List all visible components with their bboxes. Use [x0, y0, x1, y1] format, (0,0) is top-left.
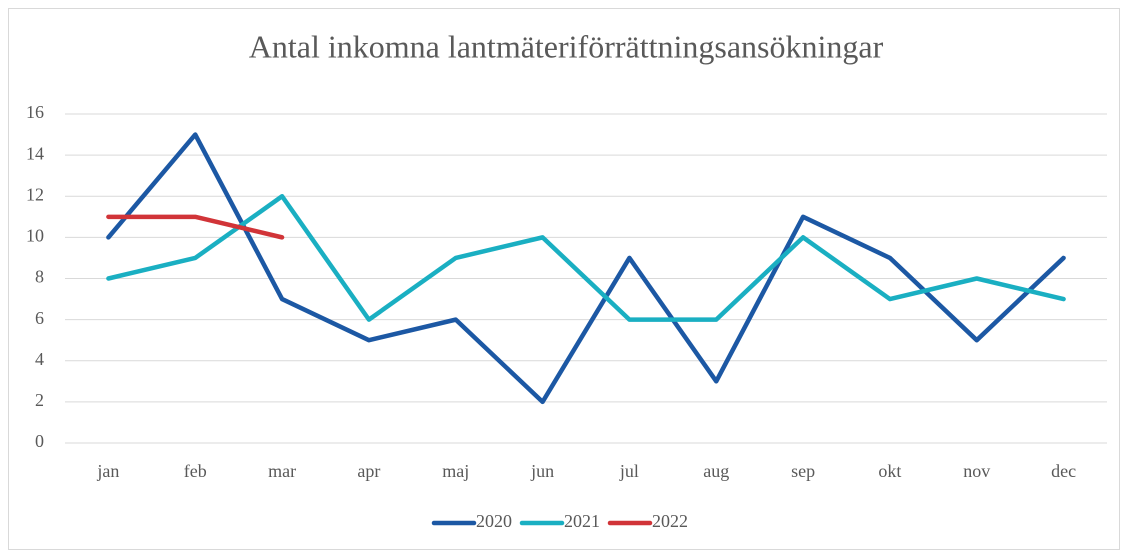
chart-title: Antal inkomna lantmäteriförrättningsansö… — [249, 28, 884, 64]
y-tick-label: 4 — [35, 349, 44, 369]
x-tick-label: jul — [619, 461, 639, 481]
x-tick-label: jan — [96, 461, 119, 481]
y-tick-label: 0 — [35, 431, 44, 451]
x-tick-label: jun — [530, 461, 554, 481]
x-tick-label: nov — [963, 461, 990, 481]
x-tick-label: feb — [184, 461, 207, 481]
series-line — [106, 214, 285, 240]
series-line — [106, 194, 1066, 322]
x-tick-label: okt — [878, 461, 901, 481]
y-tick-label: 6 — [35, 308, 44, 328]
x-tick-label: aug — [703, 461, 729, 481]
x-tick-label: maj — [442, 461, 469, 481]
x-tick-label: apr — [357, 461, 380, 481]
y-tick-label: 2 — [35, 390, 44, 410]
x-tick-label: sep — [791, 461, 815, 481]
legend-label: 2021 — [564, 511, 600, 531]
legend-label: 2022 — [652, 511, 688, 531]
y-tick-label: 14 — [26, 143, 44, 163]
y-tick-label: 16 — [26, 102, 44, 122]
y-tick-label: 8 — [35, 267, 44, 287]
y-tick-label: 10 — [26, 226, 44, 246]
series-line — [106, 132, 1066, 405]
x-tick-label: dec — [1051, 461, 1076, 481]
x-tick-label: mar — [268, 461, 296, 481]
y-tick-label: 12 — [26, 184, 44, 204]
legend-label: 2020 — [476, 511, 512, 531]
